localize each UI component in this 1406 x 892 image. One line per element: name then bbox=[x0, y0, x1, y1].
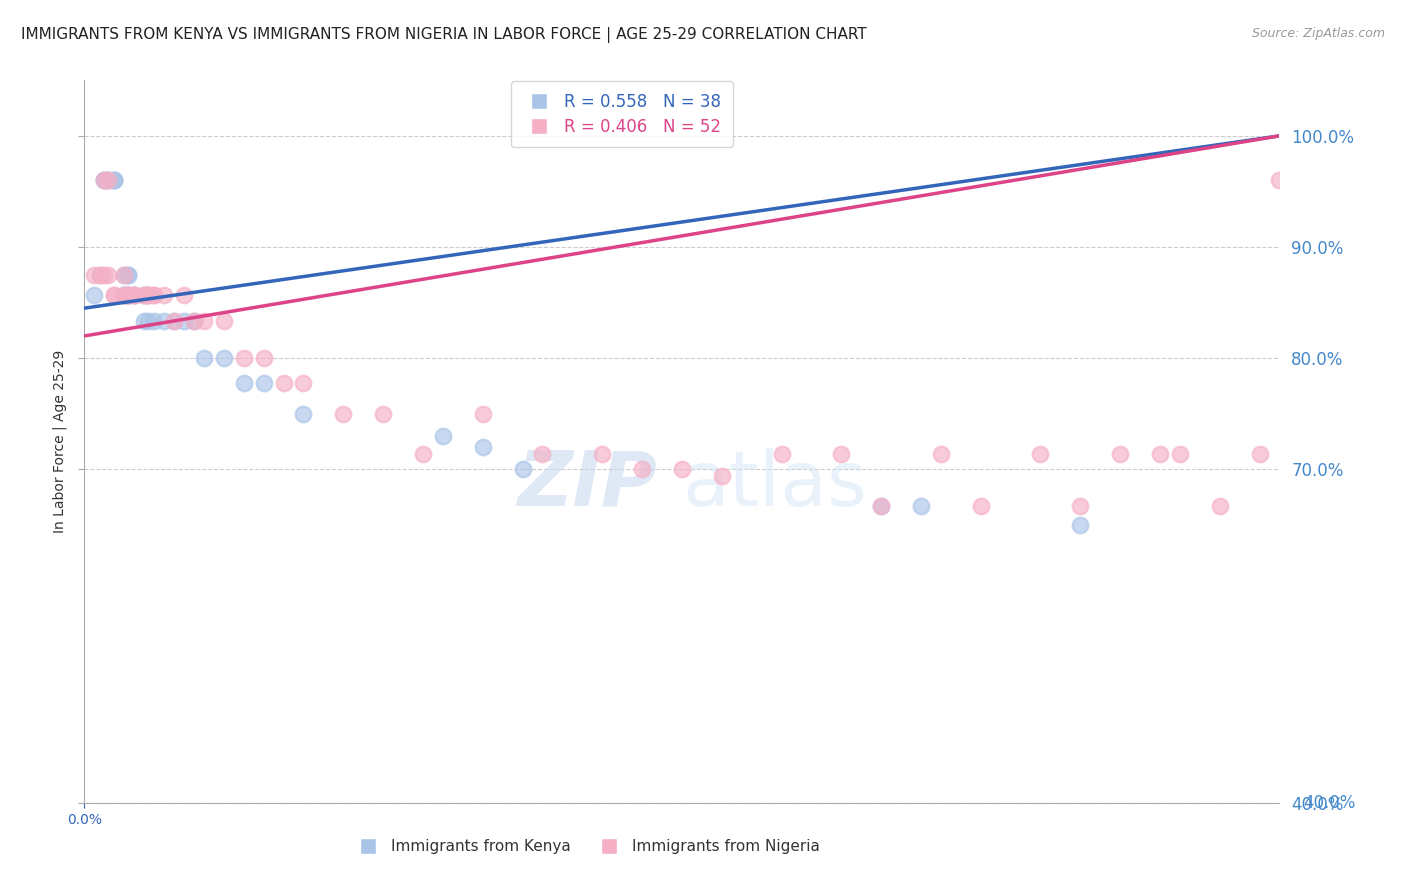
Point bbox=[153, 288, 176, 302]
Point bbox=[97, 268, 120, 282]
Point bbox=[870, 499, 893, 513]
Point bbox=[93, 173, 115, 187]
Point bbox=[870, 499, 893, 513]
Point bbox=[117, 288, 139, 302]
Point bbox=[103, 173, 125, 187]
Point bbox=[143, 314, 166, 328]
Point bbox=[332, 407, 354, 421]
Point bbox=[89, 268, 111, 282]
Point bbox=[136, 288, 159, 302]
Point bbox=[122, 288, 145, 302]
Point bbox=[1149, 447, 1171, 461]
Point bbox=[112, 268, 135, 282]
Point bbox=[253, 376, 276, 390]
Point bbox=[103, 173, 125, 187]
Point bbox=[183, 314, 205, 328]
Point bbox=[1209, 499, 1232, 513]
Point bbox=[173, 288, 195, 302]
Point bbox=[212, 314, 235, 328]
Point bbox=[117, 288, 139, 302]
Point bbox=[232, 376, 254, 390]
Point bbox=[93, 173, 115, 187]
Point bbox=[193, 314, 215, 328]
Point bbox=[253, 351, 276, 366]
Point bbox=[1268, 173, 1291, 187]
Point bbox=[143, 288, 166, 302]
Legend: Immigrants from Kenya, Immigrants from Nigeria: Immigrants from Kenya, Immigrants from N… bbox=[347, 833, 825, 860]
Point bbox=[122, 288, 145, 302]
Point bbox=[163, 314, 186, 328]
Point bbox=[770, 447, 793, 461]
Point bbox=[93, 173, 115, 187]
Point bbox=[929, 447, 952, 461]
Point bbox=[1029, 447, 1052, 461]
Point bbox=[136, 288, 159, 302]
Point bbox=[97, 173, 120, 187]
Point bbox=[412, 447, 434, 461]
Y-axis label: In Labor Force | Age 25-29: In Labor Force | Age 25-29 bbox=[52, 350, 67, 533]
Text: atlas: atlas bbox=[682, 448, 866, 522]
Point bbox=[631, 462, 654, 476]
Point bbox=[232, 351, 254, 366]
Point bbox=[173, 314, 195, 328]
Point bbox=[1069, 517, 1091, 532]
Point bbox=[132, 288, 156, 302]
Point bbox=[212, 351, 235, 366]
Point bbox=[93, 268, 115, 282]
Point bbox=[512, 462, 534, 476]
Point bbox=[117, 288, 139, 302]
Point bbox=[97, 173, 120, 187]
Point bbox=[136, 288, 159, 302]
Point bbox=[117, 288, 139, 302]
Point bbox=[97, 173, 120, 187]
Point bbox=[122, 288, 145, 302]
Text: ZIP: ZIP bbox=[519, 448, 658, 522]
Point bbox=[112, 288, 135, 302]
Point bbox=[1168, 447, 1191, 461]
Point bbox=[83, 268, 105, 282]
Point bbox=[531, 447, 554, 461]
Text: 40.0%: 40.0% bbox=[1303, 794, 1355, 812]
Point bbox=[830, 447, 852, 461]
Point bbox=[112, 268, 135, 282]
Point bbox=[970, 499, 993, 513]
Point bbox=[143, 288, 166, 302]
Point bbox=[432, 429, 454, 443]
Point bbox=[591, 447, 613, 461]
Point bbox=[471, 440, 494, 454]
Point bbox=[132, 288, 156, 302]
Point bbox=[153, 314, 176, 328]
Point bbox=[292, 376, 315, 390]
Point bbox=[103, 288, 125, 302]
Point bbox=[1249, 447, 1271, 461]
Point bbox=[373, 407, 395, 421]
Point bbox=[671, 462, 693, 476]
Point bbox=[136, 314, 159, 328]
Text: Source: ZipAtlas.com: Source: ZipAtlas.com bbox=[1251, 27, 1385, 40]
Point bbox=[163, 314, 186, 328]
Point bbox=[83, 288, 105, 302]
Point bbox=[112, 288, 135, 302]
Point bbox=[1069, 499, 1091, 513]
Point bbox=[103, 288, 125, 302]
Point bbox=[471, 407, 494, 421]
Point bbox=[292, 407, 315, 421]
Point bbox=[132, 314, 156, 328]
Point bbox=[132, 288, 156, 302]
Point bbox=[89, 268, 111, 282]
Point bbox=[117, 268, 139, 282]
Point bbox=[273, 376, 295, 390]
Point bbox=[103, 173, 125, 187]
Point bbox=[122, 288, 145, 302]
Point bbox=[193, 351, 215, 366]
Point bbox=[183, 314, 205, 328]
Point bbox=[910, 499, 932, 513]
Text: IMMIGRANTS FROM KENYA VS IMMIGRANTS FROM NIGERIA IN LABOR FORCE | AGE 25-29 CORR: IMMIGRANTS FROM KENYA VS IMMIGRANTS FROM… bbox=[21, 27, 868, 43]
Point bbox=[117, 268, 139, 282]
Point bbox=[112, 288, 135, 302]
Point bbox=[1109, 447, 1132, 461]
Point bbox=[710, 469, 733, 483]
